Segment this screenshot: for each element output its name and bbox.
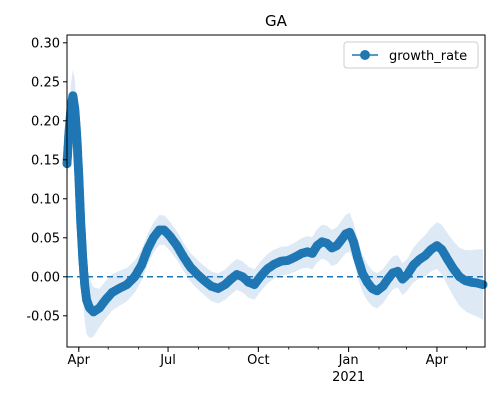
x-tick-label: Jan	[338, 353, 359, 368]
x-tick-label: Oct	[247, 353, 269, 368]
legend-box	[343, 41, 479, 69]
y-tick-label: 0.00	[31, 270, 60, 285]
y-tick-label: 0.25	[31, 75, 60, 90]
data-point	[478, 280, 488, 290]
x-tick-label: Apr	[426, 353, 449, 368]
y-tick-label: 0.15	[31, 153, 60, 168]
x-tick-year-label: 2021	[332, 370, 365, 385]
y-tick-label: 0.20	[31, 114, 60, 129]
legend-marker-icon	[360, 50, 370, 60]
chart-title: GA	[265, 12, 288, 30]
x-tick-label: Jul	[159, 353, 176, 368]
y-tick-label: 0.10	[31, 192, 60, 207]
confidence-band	[67, 69, 483, 338]
x-tick-label: Apr	[68, 353, 91, 368]
legend: growth_rate	[343, 41, 479, 69]
y-tick-label: 0.30	[31, 36, 60, 51]
plot-frame	[66, 34, 486, 348]
y-tick-label: -0.05	[26, 309, 60, 324]
legend-label: growth_rate	[389, 49, 467, 64]
y-tick-label: 0.05	[31, 231, 60, 246]
